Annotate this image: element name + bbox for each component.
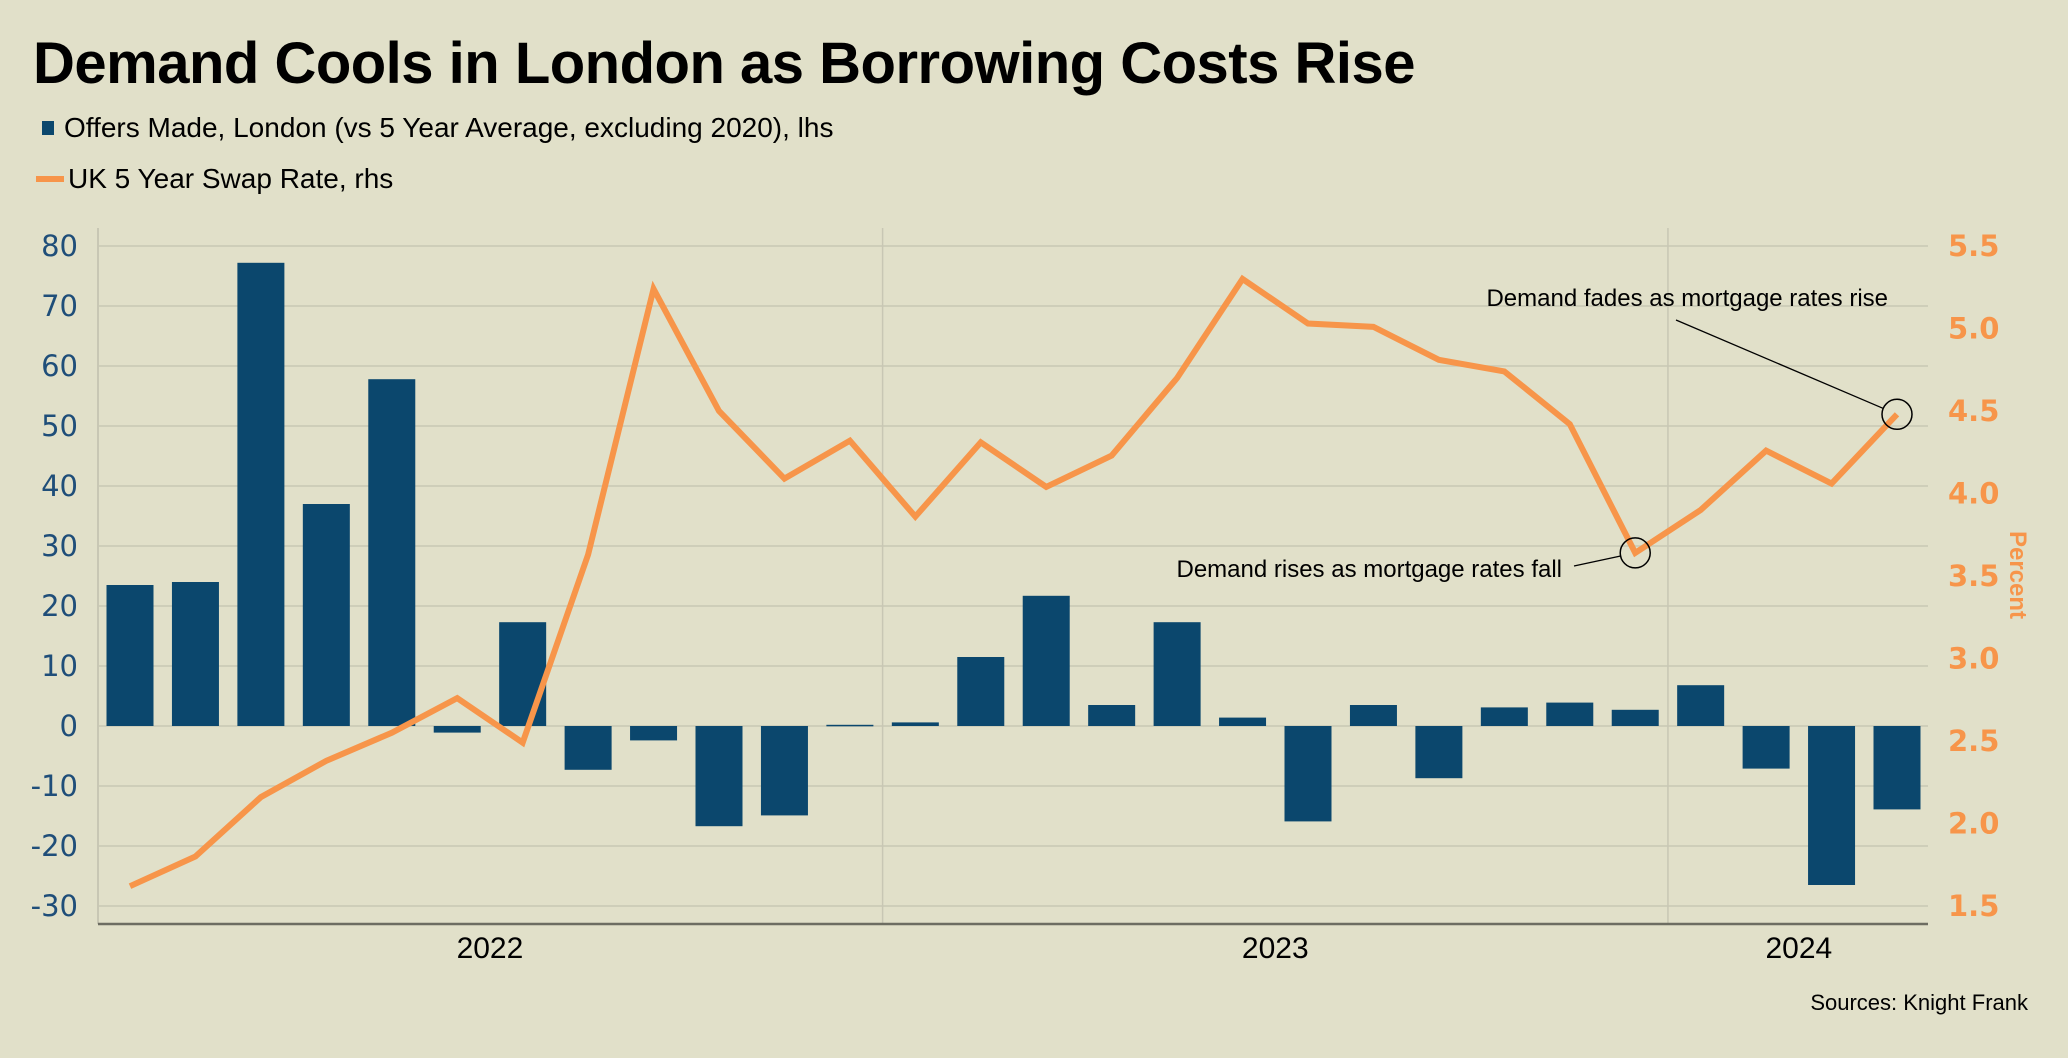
y-left-tick-label: -10	[31, 769, 78, 803]
legend-line-swatch-icon	[36, 176, 64, 182]
y-left-tick-label: 50	[41, 409, 78, 443]
bar	[1219, 717, 1267, 726]
bar	[957, 657, 1005, 726]
swap-rate-line	[128, 274, 1900, 889]
y-left-tick-label: -30	[31, 889, 78, 923]
bar	[1153, 622, 1201, 726]
chart-title: Demand Cools in London as Borrowing Cost…	[33, 31, 1416, 96]
bar	[1546, 702, 1594, 726]
bar	[1677, 685, 1725, 726]
legend-bar-swatch-icon	[42, 121, 54, 135]
y-left-tick-label: 40	[41, 469, 78, 503]
source-note: Sources: Knight Frank	[1810, 990, 2028, 1015]
bar	[433, 726, 481, 733]
annotation-leader	[1573, 555, 1622, 567]
y-left-tick-label: 0	[60, 709, 78, 743]
bar	[302, 504, 350, 726]
annotation-text-fall: Demand rises as mortgage rates fall	[1177, 556, 1563, 583]
annotation-circle	[1619, 537, 1651, 569]
bar	[106, 585, 154, 726]
annotation-text-rise: Demand fades as mortgage rates rise	[1486, 285, 1888, 312]
y-right-tick-label: 3.0	[1948, 642, 1999, 676]
bar	[1611, 709, 1659, 726]
annotation-leader	[1675, 319, 1884, 409]
y-right-tick-label: 5.0	[1948, 312, 1999, 346]
annotations: Demand fades as mortgage rates rise Deman…	[1177, 285, 1913, 583]
bar	[368, 379, 416, 726]
y-right-tick-label: 5.5	[1948, 229, 1999, 263]
y-left-tick-label: 70	[41, 289, 78, 323]
bar	[1088, 705, 1136, 726]
y-right-tick-label: 2.0	[1948, 807, 1999, 841]
x-tick-label: 2022	[457, 932, 524, 965]
bar-series	[106, 262, 1921, 885]
bar	[695, 726, 743, 827]
y-left-tick-label: 30	[41, 529, 78, 563]
bar	[499, 622, 547, 726]
bar	[1742, 726, 1790, 769]
axes: 80 70 60 50 40 30 20 10 0 -10 -20 -30 5.5 5.0 4.5 4.0 3.…	[31, 229, 2031, 965]
y-left-tick-label: 80	[41, 229, 78, 263]
x-tick-label: 2024	[1765, 932, 1832, 965]
bar	[1349, 705, 1397, 726]
bar	[1873, 726, 1921, 810]
y-left-tick-label: 20	[41, 589, 78, 623]
bar	[237, 262, 285, 726]
x-tick-label: 2023	[1242, 932, 1309, 965]
y-right-tick-label: 4.5	[1948, 394, 1999, 428]
y-left-tick-label: -20	[31, 829, 78, 863]
y-left-tick-label: 60	[41, 349, 78, 383]
bar	[630, 726, 678, 741]
bar	[1284, 726, 1332, 822]
y-right-tick-label: 3.5	[1948, 559, 1999, 593]
legend-item-offers: Offers Made, London (vs 5 Year Average, …	[36, 112, 833, 144]
legend-label-swap-rate: UK 5 Year Swap Rate, rhs	[68, 163, 394, 194]
bar	[564, 726, 612, 770]
legend-item-swap-rate: UK 5 Year Swap Rate, rhs	[36, 163, 393, 195]
line-series	[128, 274, 1900, 889]
y-right-tick-label: 4.0	[1948, 477, 1999, 511]
y-right-axis-title: Percent	[2004, 531, 2031, 619]
annotation-circle	[1881, 398, 1913, 431]
gridlines	[97, 228, 1928, 924]
y-left-tick-label: 10	[41, 649, 78, 683]
bar	[760, 726, 808, 816]
y-right-tick-label: 1.5	[1948, 889, 1999, 923]
bar	[826, 724, 874, 727]
bar	[171, 582, 219, 726]
bar	[1415, 726, 1463, 779]
bar	[1022, 595, 1070, 726]
bar	[1480, 707, 1528, 726]
legend-label-offers: Offers Made, London (vs 5 Year Average, …	[64, 112, 834, 143]
y-right-tick-label: 2.5	[1948, 724, 1999, 758]
bar	[891, 722, 939, 726]
bar	[1808, 726, 1856, 885]
